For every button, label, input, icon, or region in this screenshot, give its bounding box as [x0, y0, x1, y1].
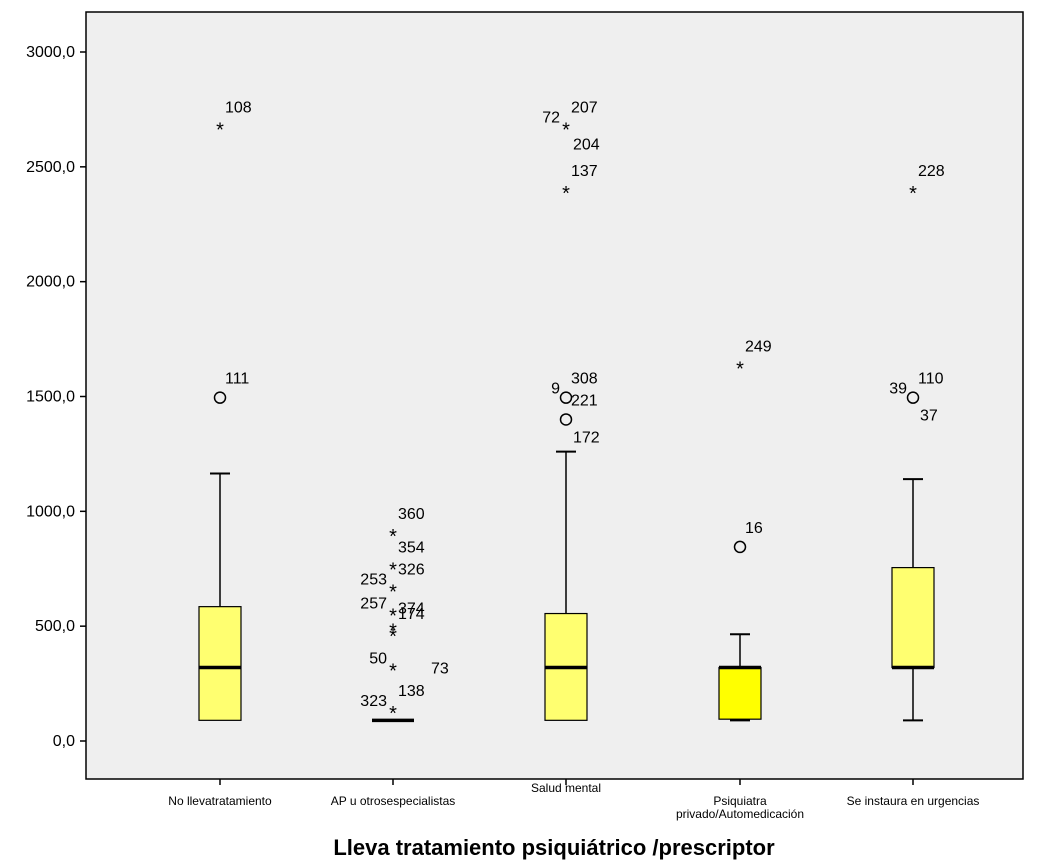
y-tick-label: 2500,0	[26, 159, 75, 176]
outlier-label: 73	[431, 661, 449, 678]
outlier-label: 174	[398, 606, 425, 623]
outlier-star: *	[389, 703, 397, 725]
outlier-label: 323	[360, 693, 387, 710]
outlier-label: 354	[398, 539, 425, 556]
y-tick-label: 0,0	[53, 733, 75, 750]
box-group	[718, 633, 762, 722]
outlier-star: *	[562, 183, 570, 205]
outlier-label: 326	[398, 561, 425, 578]
outlier-label: 16	[745, 520, 763, 537]
outlier-circle	[559, 391, 573, 404]
x-tick-label: Psiquiatra	[713, 794, 767, 808]
outlier-label: 72	[542, 110, 560, 127]
outlier-star: *	[389, 581, 397, 603]
y-tick-label: 3000,0	[26, 44, 75, 61]
outlier-label: 228	[918, 163, 945, 180]
outlier-label: 37	[920, 408, 938, 425]
outlier-label: 253	[360, 571, 387, 588]
outlier-star: *	[216, 120, 224, 142]
outlier-label: 39	[889, 381, 907, 398]
outlier-label: 308	[571, 371, 598, 388]
x-tick-label: Salud mental	[531, 781, 601, 795]
box-group	[544, 450, 588, 721]
outlier-circle	[906, 391, 920, 404]
outlier-label: 207	[571, 100, 598, 117]
outlier-star: *	[389, 661, 397, 683]
outlier-label: 110	[918, 371, 944, 388]
box	[891, 567, 935, 669]
box	[718, 666, 762, 720]
outlier-circle	[213, 391, 227, 404]
outlier-star: *	[389, 559, 397, 581]
outlier-star: *	[389, 605, 397, 627]
y-tick-label: 1500,0	[26, 389, 75, 406]
y-tick-label: 500,0	[35, 618, 75, 635]
x-tick-label: privado/Automedicación	[676, 807, 804, 821]
y-axis: 0,0 500,0 1000,0 1500,0 2000,0 2500,0 3000,0	[26, 44, 86, 750]
outlier-circle	[733, 540, 747, 554]
x-tick-label: Se instaura en urgencias	[847, 794, 980, 808]
outlier-star: *	[736, 358, 744, 380]
box-group	[198, 472, 242, 721]
outlier-star: *	[389, 626, 397, 648]
outlier-star: *	[909, 183, 917, 205]
outlier-label: 50	[369, 651, 387, 668]
outlier-label: 257	[360, 595, 387, 612]
x-axis: No llevatratamiento AP u otrosespecialist…	[168, 779, 979, 821]
outlier-label: 221	[571, 392, 598, 409]
outlier-label: 108	[225, 100, 252, 117]
outlier-star: *	[562, 120, 570, 142]
y-tick-label: 2000,0	[26, 274, 75, 291]
outlier-label: 137	[571, 163, 598, 180]
outlier-label: 172	[573, 429, 600, 446]
outlier-label: 374	[398, 600, 425, 617]
outlier-star: *	[389, 526, 397, 548]
boxes	[198, 450, 935, 723]
outlier-label: 204	[573, 137, 600, 154]
outlier-label: 9	[551, 381, 560, 398]
x-axis-title: Lleva tratamiento psiquiátrico /prescrip…	[333, 835, 775, 860]
outlier-star: *	[389, 620, 397, 642]
x-tick-label: AP u otrosespecialistas	[331, 794, 456, 808]
box-group	[891, 478, 935, 722]
outlier-label: 111	[225, 371, 249, 388]
box	[198, 606, 242, 721]
x-tick-label: No llevatratamiento	[168, 794, 272, 808]
outlier-label: 138	[398, 683, 425, 700]
y-tick-label: 1000,0	[26, 503, 75, 520]
outlier-label: 249	[745, 338, 772, 355]
outlier-circle	[559, 413, 573, 426]
outlier-label: 360	[398, 506, 425, 523]
